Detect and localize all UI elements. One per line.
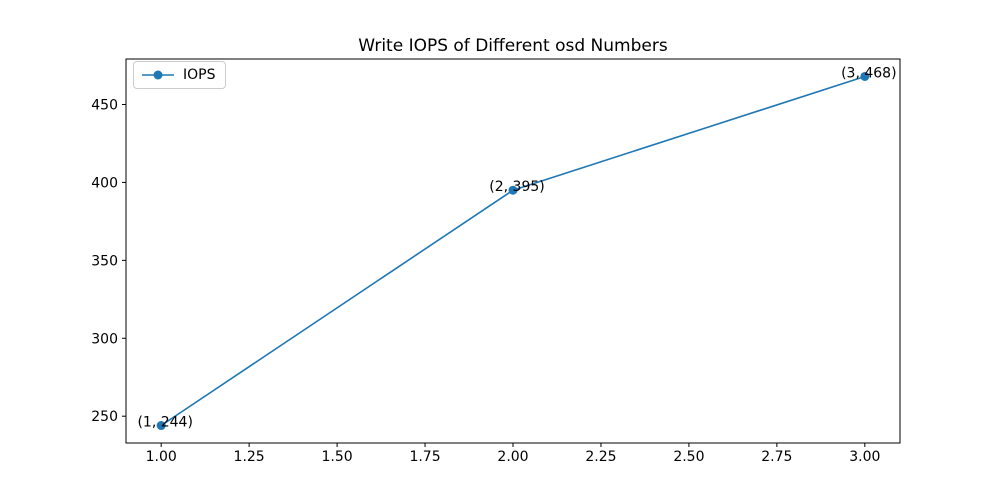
legend: IOPS — [133, 61, 227, 89]
y-tick-label: 300 — [91, 331, 118, 347]
x-tick-label: 1.00 — [146, 449, 177, 465]
data-point-marker — [508, 185, 518, 195]
x-tick-label: 2.75 — [761, 449, 792, 465]
data-point-marker — [156, 421, 166, 431]
x-tick-label: 1.50 — [322, 449, 353, 465]
x-tick-label: 2.00 — [497, 449, 528, 465]
legend-line-sample-icon — [142, 70, 174, 80]
y-tick-label: 250 — [91, 409, 118, 425]
x-tick-label: 1.75 — [409, 449, 440, 465]
point-annotation: (2, 395) — [489, 179, 544, 195]
y-tick-label: 400 — [91, 175, 118, 191]
series-line — [160, 75, 866, 427]
y-tick-label: 350 — [91, 253, 118, 269]
axes-spines — [125, 58, 901, 444]
x-tick-label: 3.00 — [849, 449, 880, 465]
x-tick-label: 1.25 — [234, 449, 265, 465]
x-tick-label: 2.25 — [585, 449, 616, 465]
y-tick-label: 450 — [91, 98, 118, 114]
chart-title: Write IOPS of Different osd Numbers — [358, 36, 668, 56]
data-point-marker — [860, 71, 870, 81]
point-annotation: (1, 244) — [137, 415, 192, 431]
legend-label: IOPS — [183, 67, 216, 83]
point-annotation: (3, 468) — [841, 65, 896, 81]
x-tick-label: 2.50 — [673, 449, 704, 465]
